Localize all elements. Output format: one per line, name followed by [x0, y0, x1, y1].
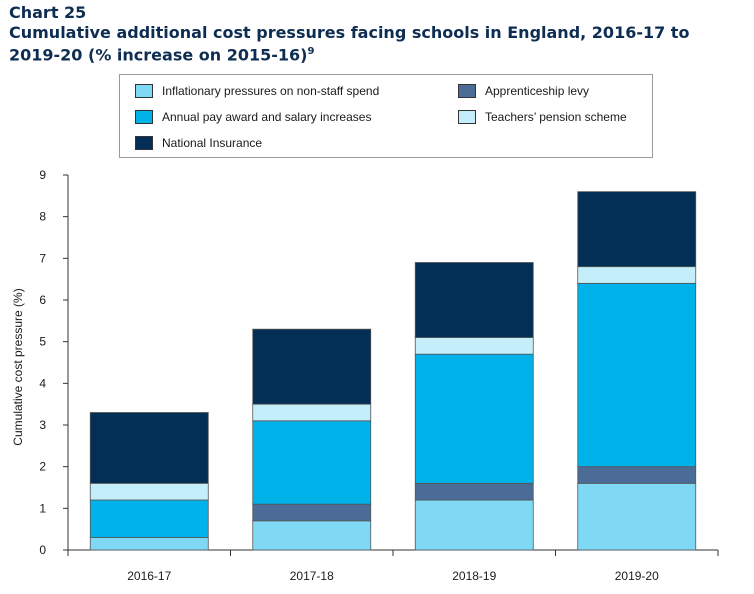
- legend-item-apprenticeship: Apprenticeship levy: [458, 84, 589, 98]
- bar-segment: [577, 266, 697, 284]
- bar-segment: [252, 503, 372, 522]
- bar-segment: [577, 191, 697, 268]
- legend-item-pay-award: Annual pay award and salary increases: [135, 110, 371, 124]
- x-tick-label: 2019-20: [615, 569, 659, 583]
- bar-segment: [89, 499, 209, 538]
- legend-label-pension: Teachers’ pension scheme: [485, 110, 627, 124]
- legend-swatch-apprenticeship: [458, 84, 476, 98]
- x-tick-label: 2018-19: [452, 569, 496, 583]
- y-tick-label: 8: [39, 210, 46, 224]
- legend-label-apprenticeship: Apprenticeship levy: [485, 84, 590, 98]
- legend-label-national-insurance: National Insurance: [162, 136, 263, 150]
- y-tick-label: 2: [39, 460, 46, 474]
- bar-segment: [89, 537, 209, 551]
- y-tick-label: 4: [39, 376, 46, 390]
- y-tick-label: 5: [39, 335, 46, 349]
- y-tick-label: 9: [39, 168, 46, 182]
- bar-segment: [577, 282, 697, 468]
- legend-item-national-insurance: National Insurance: [135, 136, 262, 150]
- bar-segment: [414, 499, 534, 551]
- bar-segment: [414, 262, 534, 338]
- bar-segment: [414, 353, 534, 484]
- y-tick-label: 7: [39, 251, 46, 265]
- bar-segment: [414, 337, 534, 355]
- bar-segment: [252, 403, 372, 422]
- y-tick-label: 0: [39, 543, 46, 557]
- bar-segment: [577, 466, 697, 484]
- y-axis-label: Cumulative cost pressure (%): [11, 288, 25, 445]
- legend-item-inflationary: Inflationary pressures on non-staff spen…: [135, 84, 379, 98]
- y-tick-label: 6: [39, 293, 46, 307]
- bar-segment: [252, 420, 372, 505]
- y-tick-label: 3: [39, 418, 46, 432]
- legend-swatch-inflationary: [135, 84, 153, 98]
- bar-segment: [89, 482, 209, 501]
- legend: Inflationary pressures on non-staff spen…: [119, 74, 653, 158]
- bar-segment: [577, 482, 697, 551]
- bar-segment: [414, 482, 534, 501]
- x-tick-label: 2016-17: [127, 569, 171, 583]
- legend-swatch-pension: [458, 110, 476, 124]
- chart-title-text: Cumulative additional cost pressures fac…: [9, 23, 690, 65]
- y-tick-label: 1: [39, 501, 46, 515]
- legend-label-inflationary: Inflationary pressures on non-staff spen…: [162, 84, 380, 98]
- legend-label-pay-award: Annual pay award and salary increases: [162, 110, 372, 124]
- title-footnote-marker: 9: [307, 46, 315, 57]
- chart-number: Chart 25: [9, 3, 87, 22]
- bar-segment: [89, 412, 209, 484]
- bar-segment: [252, 328, 372, 405]
- chart-title: Cumulative additional cost pressures fac…: [9, 23, 699, 64]
- x-tick-label: 2017-18: [290, 569, 334, 583]
- bar-segment: [252, 520, 372, 551]
- legend-swatch-pay-award: [135, 110, 153, 124]
- legend-swatch-national-insurance: [135, 136, 153, 150]
- legend-item-pension: Teachers’ pension scheme: [458, 110, 627, 124]
